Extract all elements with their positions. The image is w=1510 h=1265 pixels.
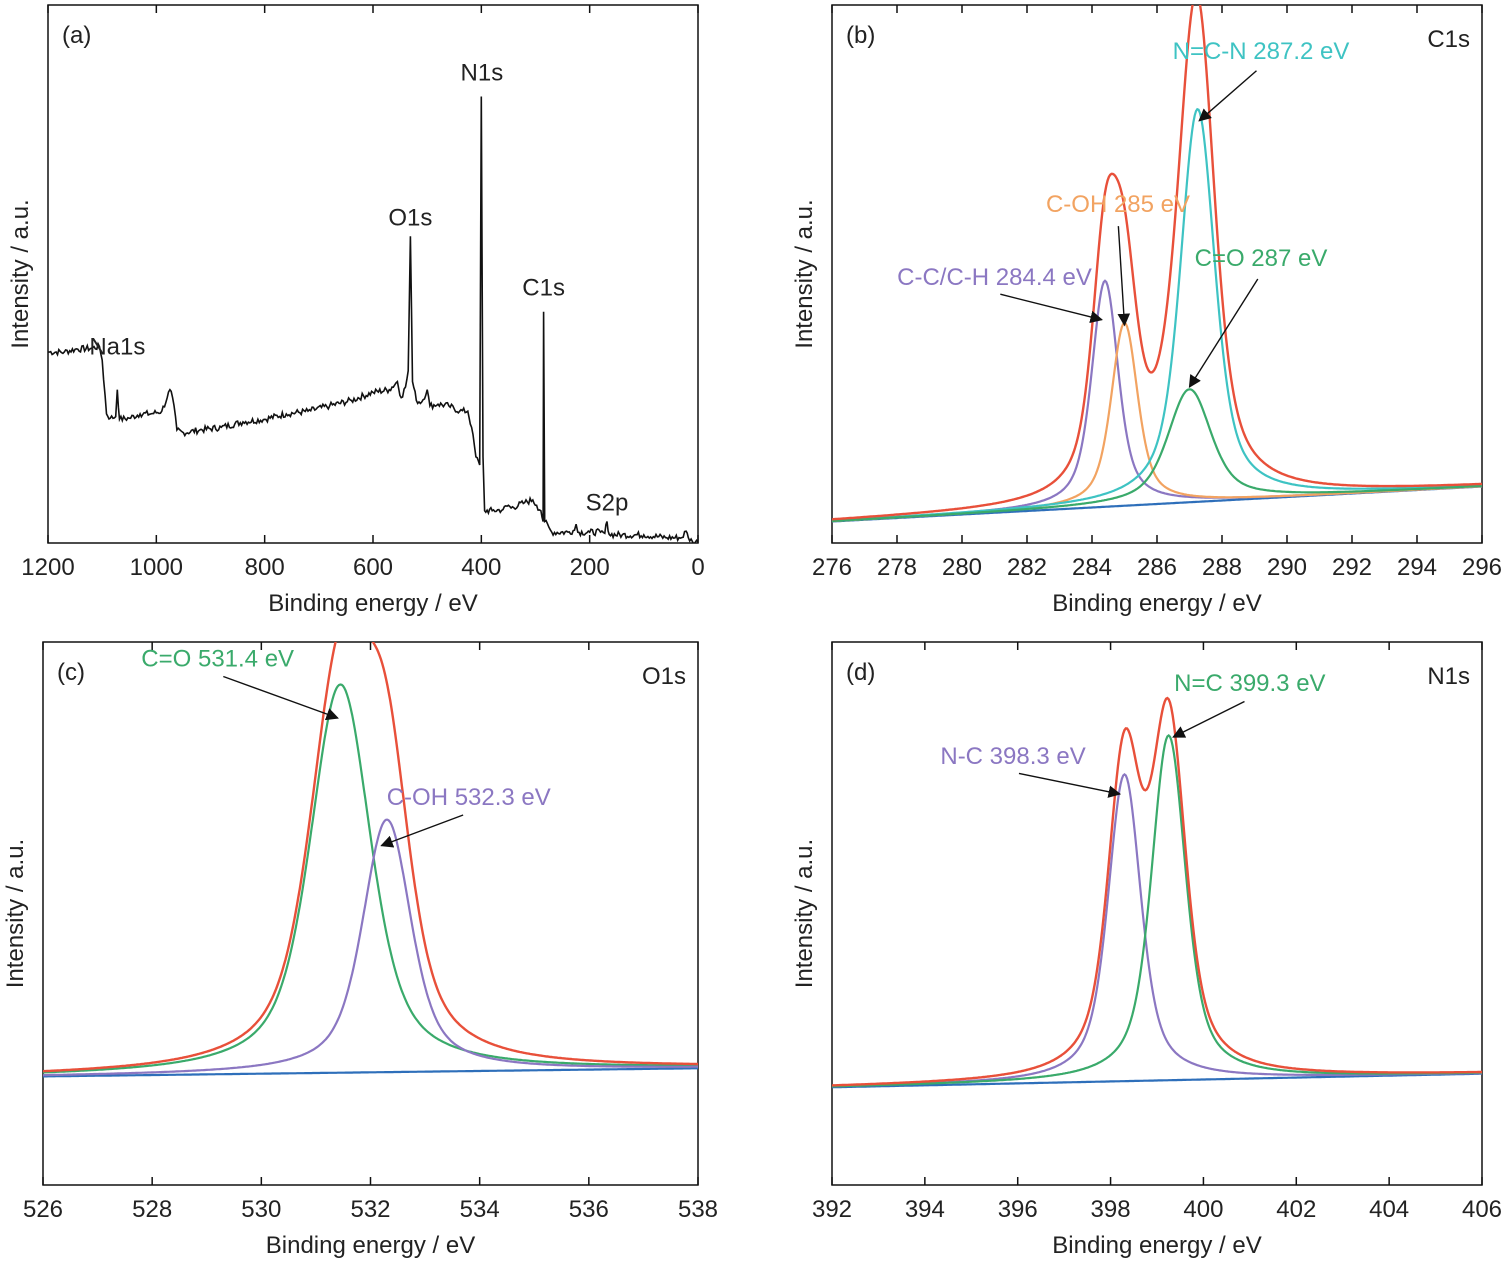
y-axis-label: Intensity / a.u. [2,839,29,988]
component-peak-line [43,683,698,1074]
peak-annotation-label: C-OH 285 eV [1046,191,1190,218]
x-tick-label: 278 [877,554,917,581]
x-tick-label: 284 [1072,554,1112,581]
peak-label: O1s [388,205,432,232]
x-tick-label: 800 [245,554,285,581]
x-tick-label: 528 [132,1196,172,1223]
peak-label: N1s [461,59,504,86]
panel-c: 526 528 530 532 534 536 538 Binding energy / eV… [2,641,718,1259]
y-axis-label: Intensity / a.u. [7,199,34,348]
x-tick-label: 600 [353,554,393,581]
peak-annotation-label: C-OH 532.3 eV [387,784,551,811]
component-peak-line [832,388,1482,523]
panel-letter: (c) [57,659,85,686]
x-tick-label: 282 [1007,554,1047,581]
envelope-line [832,696,1482,1087]
panel-element-label: C1s [1427,26,1470,53]
x-tick-label: 396 [998,1196,1038,1223]
peak-label: Na1s [89,334,145,361]
x-tick-label: 400 [461,554,501,581]
panel-element-label: O1s [642,663,686,690]
x-tick-label: 288 [1202,554,1242,581]
survey-spectrum-line [48,96,698,543]
x-tick-label: 1000 [130,554,183,581]
x-tick-label: 294 [1397,554,1437,581]
x-axis-label: Binding energy / eV [1052,590,1261,617]
annotation-arrow [1198,70,1257,122]
x-tick-label: 404 [1369,1196,1409,1223]
panel-a: 1200 1000 800 600 400 200 0 Binding energy / eV… [7,4,705,617]
envelope-line [43,642,698,1073]
x-tick-label: 406 [1462,1196,1502,1223]
panel-element-label: N1s [1427,663,1470,690]
panel-d: 392 394 396 398 400 402 404 406 Binding energy /… [791,641,1502,1259]
peak-annotation-label: C=O 287 eV [1195,245,1328,272]
annotation-arrow [1172,700,1245,738]
peak-annotation-label: C-C/C-H 284.4 eV [897,264,1092,291]
x-tick-label: 394 [905,1196,945,1223]
x-tick-label: 200 [570,554,610,581]
annotation-arrow [1117,226,1131,327]
component-peak-line [43,818,698,1077]
x-tick-label: 398 [1091,1196,1131,1223]
x-tick-label: 0 [691,554,704,581]
annotation-arrow [1188,278,1259,389]
peak-label: C1s [522,275,565,302]
x-tick-label: 286 [1137,554,1177,581]
peak-annotation-label: N=C 399.3 eV [1174,670,1325,697]
x-tick-label: 526 [23,1196,63,1223]
x-tick-label: 280 [942,554,982,581]
background-line [43,1067,698,1078]
background-line [832,1072,1482,1089]
x-axis-label: Binding energy / eV [1052,1232,1261,1259]
x-tick-label: 400 [1183,1196,1223,1223]
x-tick-label: 530 [241,1196,281,1223]
panel-letter: (b) [846,22,875,49]
plot-frame [47,4,699,544]
y-axis-label: Intensity / a.u. [791,839,818,988]
x-tick-label: 296 [1462,554,1502,581]
x-tick-label: 538 [678,1196,718,1223]
x-tick-label: 292 [1332,554,1372,581]
x-tick-label: 536 [569,1196,609,1223]
x-tick-label: 402 [1276,1196,1316,1223]
y-axis-label: Intensity / a.u. [791,199,818,348]
x-tick-label: 532 [350,1196,390,1223]
annotation-arrow [1000,293,1103,324]
x-tick-label: 392 [812,1196,852,1223]
annotation-arrow [223,675,339,721]
x-axis-label: Binding energy / eV [268,590,477,617]
annotation-arrow [1018,772,1122,798]
x-tick-label: 534 [460,1196,500,1223]
x-tick-label: 290 [1267,554,1307,581]
envelope-line [832,5,1482,521]
panel-b: 276 278 280 282 284 286 288 290 292 294 296 Binding… [791,4,1502,617]
plot-frame [42,641,699,1186]
peak-annotation-label: C=O 531.4 eV [141,645,294,672]
peak-label: S2p [586,490,629,517]
peak-annotation-label: N=C-N 287.2 eV [1173,38,1350,65]
x-tick-label: 276 [812,554,852,581]
plot-frame [831,641,1483,1186]
component-peak-line [832,107,1482,522]
panel-letter: (a) [62,22,91,49]
x-tick-label: 1200 [21,554,74,581]
x-axis-label: Binding energy / eV [266,1232,475,1259]
panel-letter: (d) [846,659,875,686]
peak-annotation-label: N-C 398.3 eV [940,743,1085,770]
annotation-arrow [380,814,464,848]
component-peak-line [832,733,1482,1088]
component-peak-line [832,279,1482,522]
